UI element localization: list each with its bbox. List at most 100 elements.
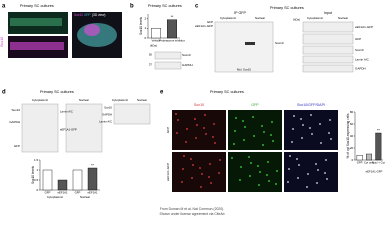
panel-label: e [160, 90, 164, 96]
cell [244, 126, 246, 128]
cell [310, 114, 312, 116]
cell [175, 113, 177, 115]
x-tick-label: GFP [357, 161, 363, 165]
cell [249, 175, 251, 177]
label: Nuclear [255, 16, 265, 20]
cell [267, 161, 269, 163]
cell [209, 163, 211, 165]
label: 37 [149, 63, 153, 67]
cell [210, 182, 212, 184]
cell [190, 158, 192, 160]
panel-title: Primary SC cultures [210, 90, 244, 94]
blot [302, 33, 354, 45]
bar [150, 28, 161, 39]
cell [218, 172, 220, 174]
cell [311, 133, 313, 135]
cell [235, 117, 237, 119]
label: IP GFP [234, 11, 246, 15]
y-tick-label: 0 [145, 36, 147, 40]
label: eEF1A1-GFP [60, 128, 77, 132]
cell [258, 184, 260, 186]
cell [300, 118, 302, 120]
y-tick-label: 2 [145, 17, 147, 21]
cell [316, 182, 318, 184]
bar [42, 169, 53, 191]
cell [234, 130, 236, 132]
label: Cytoplasmic [32, 98, 49, 102]
blot [302, 64, 354, 73]
cell [240, 166, 242, 168]
cell [270, 134, 272, 136]
y-tick-label: 0 [352, 158, 354, 162]
blot [302, 45, 354, 55]
cell [268, 180, 270, 182]
panel-title: Primary SC cultures [20, 4, 54, 8]
panel-title: Primary SC cultures [148, 4, 182, 8]
label: eEF1A1-GFP [166, 163, 170, 181]
x-tick-label: Vehicle [151, 39, 160, 43]
cell [201, 173, 203, 175]
cell [330, 138, 332, 140]
label: Nuclear [137, 98, 147, 102]
cell [195, 137, 197, 139]
micrograph-signal [84, 24, 100, 36]
x-tick-label: Proteasome inhibitor [159, 39, 185, 43]
label: eEF1A1-GFP [195, 24, 213, 28]
cell [199, 167, 201, 169]
micrograph-signal [10, 18, 62, 26]
x-tick-label: Nucl + Cyt [372, 161, 385, 165]
blot [21, 103, 59, 153]
blot [65, 103, 103, 153]
blot [154, 61, 182, 70]
blot-band [245, 42, 255, 45]
cell [301, 137, 303, 139]
significance: ** [377, 128, 380, 132]
label: GAPDH [182, 63, 193, 67]
label: eEF1A1-GFP [366, 170, 383, 174]
label: GAPDH [9, 120, 20, 124]
label: Sox10 [104, 106, 112, 110]
cell [263, 131, 265, 133]
cell [182, 168, 184, 170]
cell [315, 163, 317, 165]
y-tick-label: 60 [350, 122, 354, 126]
bar [366, 153, 373, 161]
label: Cytoplasmic [307, 16, 324, 20]
label: Sox10 [11, 108, 20, 112]
cell [183, 155, 185, 157]
label: Nuclear [80, 195, 90, 199]
micrograph-grid [172, 110, 338, 192]
cell [319, 123, 321, 125]
panel-title: Primary SC cultures [40, 90, 74, 94]
cell [208, 176, 210, 178]
x-tick-label: GFP [45, 191, 51, 195]
cell [205, 133, 207, 135]
cell [259, 171, 261, 173]
y-tick-label: 1.5 [34, 158, 39, 162]
cell [212, 136, 214, 138]
cell [302, 124, 304, 126]
cell [196, 124, 198, 126]
cell [324, 172, 326, 174]
cell [298, 164, 300, 166]
figure: a Primary SC cultures b Primary SC cultures… [0, 4, 385, 216]
cell [289, 155, 291, 157]
cell [213, 123, 215, 125]
y-tick-label: 1 [37, 168, 39, 172]
label: Sox10 [182, 53, 191, 57]
cell [306, 186, 308, 188]
label: Sox10 [74, 13, 83, 17]
label: Sox10 [275, 41, 284, 45]
bar [57, 179, 68, 191]
label: GAPDH [355, 66, 366, 70]
label: GFP [251, 103, 259, 107]
y-tick-label: 20 [350, 146, 354, 150]
cell [181, 181, 183, 183]
cell [194, 118, 196, 120]
cell [186, 128, 188, 130]
blot [214, 21, 274, 73]
label: Nuclear [338, 16, 348, 20]
label: Mol. Sox10 [237, 68, 251, 72]
label: Lamin A/C [99, 120, 112, 124]
cell [320, 142, 322, 144]
